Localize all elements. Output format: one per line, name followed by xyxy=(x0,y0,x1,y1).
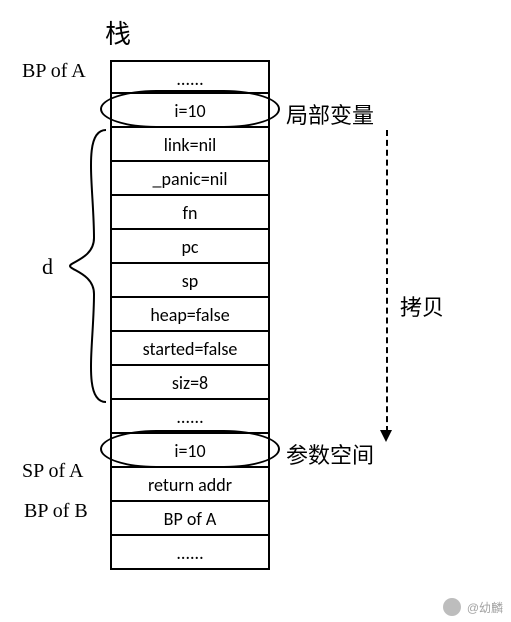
copy-arrow-head xyxy=(380,430,392,442)
stack-cell: sp xyxy=(112,264,268,298)
stack-cell: ...... xyxy=(112,400,268,434)
label-sp-of-a: SP of A xyxy=(22,460,84,483)
label-copy: 拷贝 xyxy=(400,290,444,322)
stack-cell: i=10 xyxy=(112,434,268,468)
stack-cell: i=10 xyxy=(112,94,268,128)
stack-column: ...... i=10 link=nil _panic=nil fn pc sp… xyxy=(110,60,270,570)
copy-arrow-line xyxy=(386,130,388,432)
label-local-var: 局部变量 xyxy=(286,98,374,130)
stack-cell: _panic=nil xyxy=(112,162,268,196)
stack-cell: fn xyxy=(112,196,268,230)
stack-cell: ...... xyxy=(112,536,268,570)
stack-cell: BP of A xyxy=(112,502,268,536)
watermark-icon xyxy=(443,598,461,616)
stack-cell: siz=8 xyxy=(112,366,268,400)
label-arg-space: 参数空间 xyxy=(286,438,374,470)
label-bp-of-a: BP of A xyxy=(22,60,86,83)
diagram-stage: 栈 ...... i=10 link=nil _panic=nil fn pc … xyxy=(0,0,511,622)
stack-cell: started=false xyxy=(112,332,268,366)
stack-cell: ...... xyxy=(112,60,268,94)
stack-title: 栈 xyxy=(105,14,131,51)
stack-cell: heap=false xyxy=(112,298,268,332)
watermark: @幼麟 xyxy=(443,598,503,616)
label-bp-of-b: BP of B xyxy=(24,500,88,523)
brace-d xyxy=(62,128,110,404)
stack-cell: link=nil xyxy=(112,128,268,162)
stack-cell: pc xyxy=(112,230,268,264)
watermark-text: @幼麟 xyxy=(467,599,503,616)
label-d: d xyxy=(42,254,53,280)
stack-cell: return addr xyxy=(112,468,268,502)
